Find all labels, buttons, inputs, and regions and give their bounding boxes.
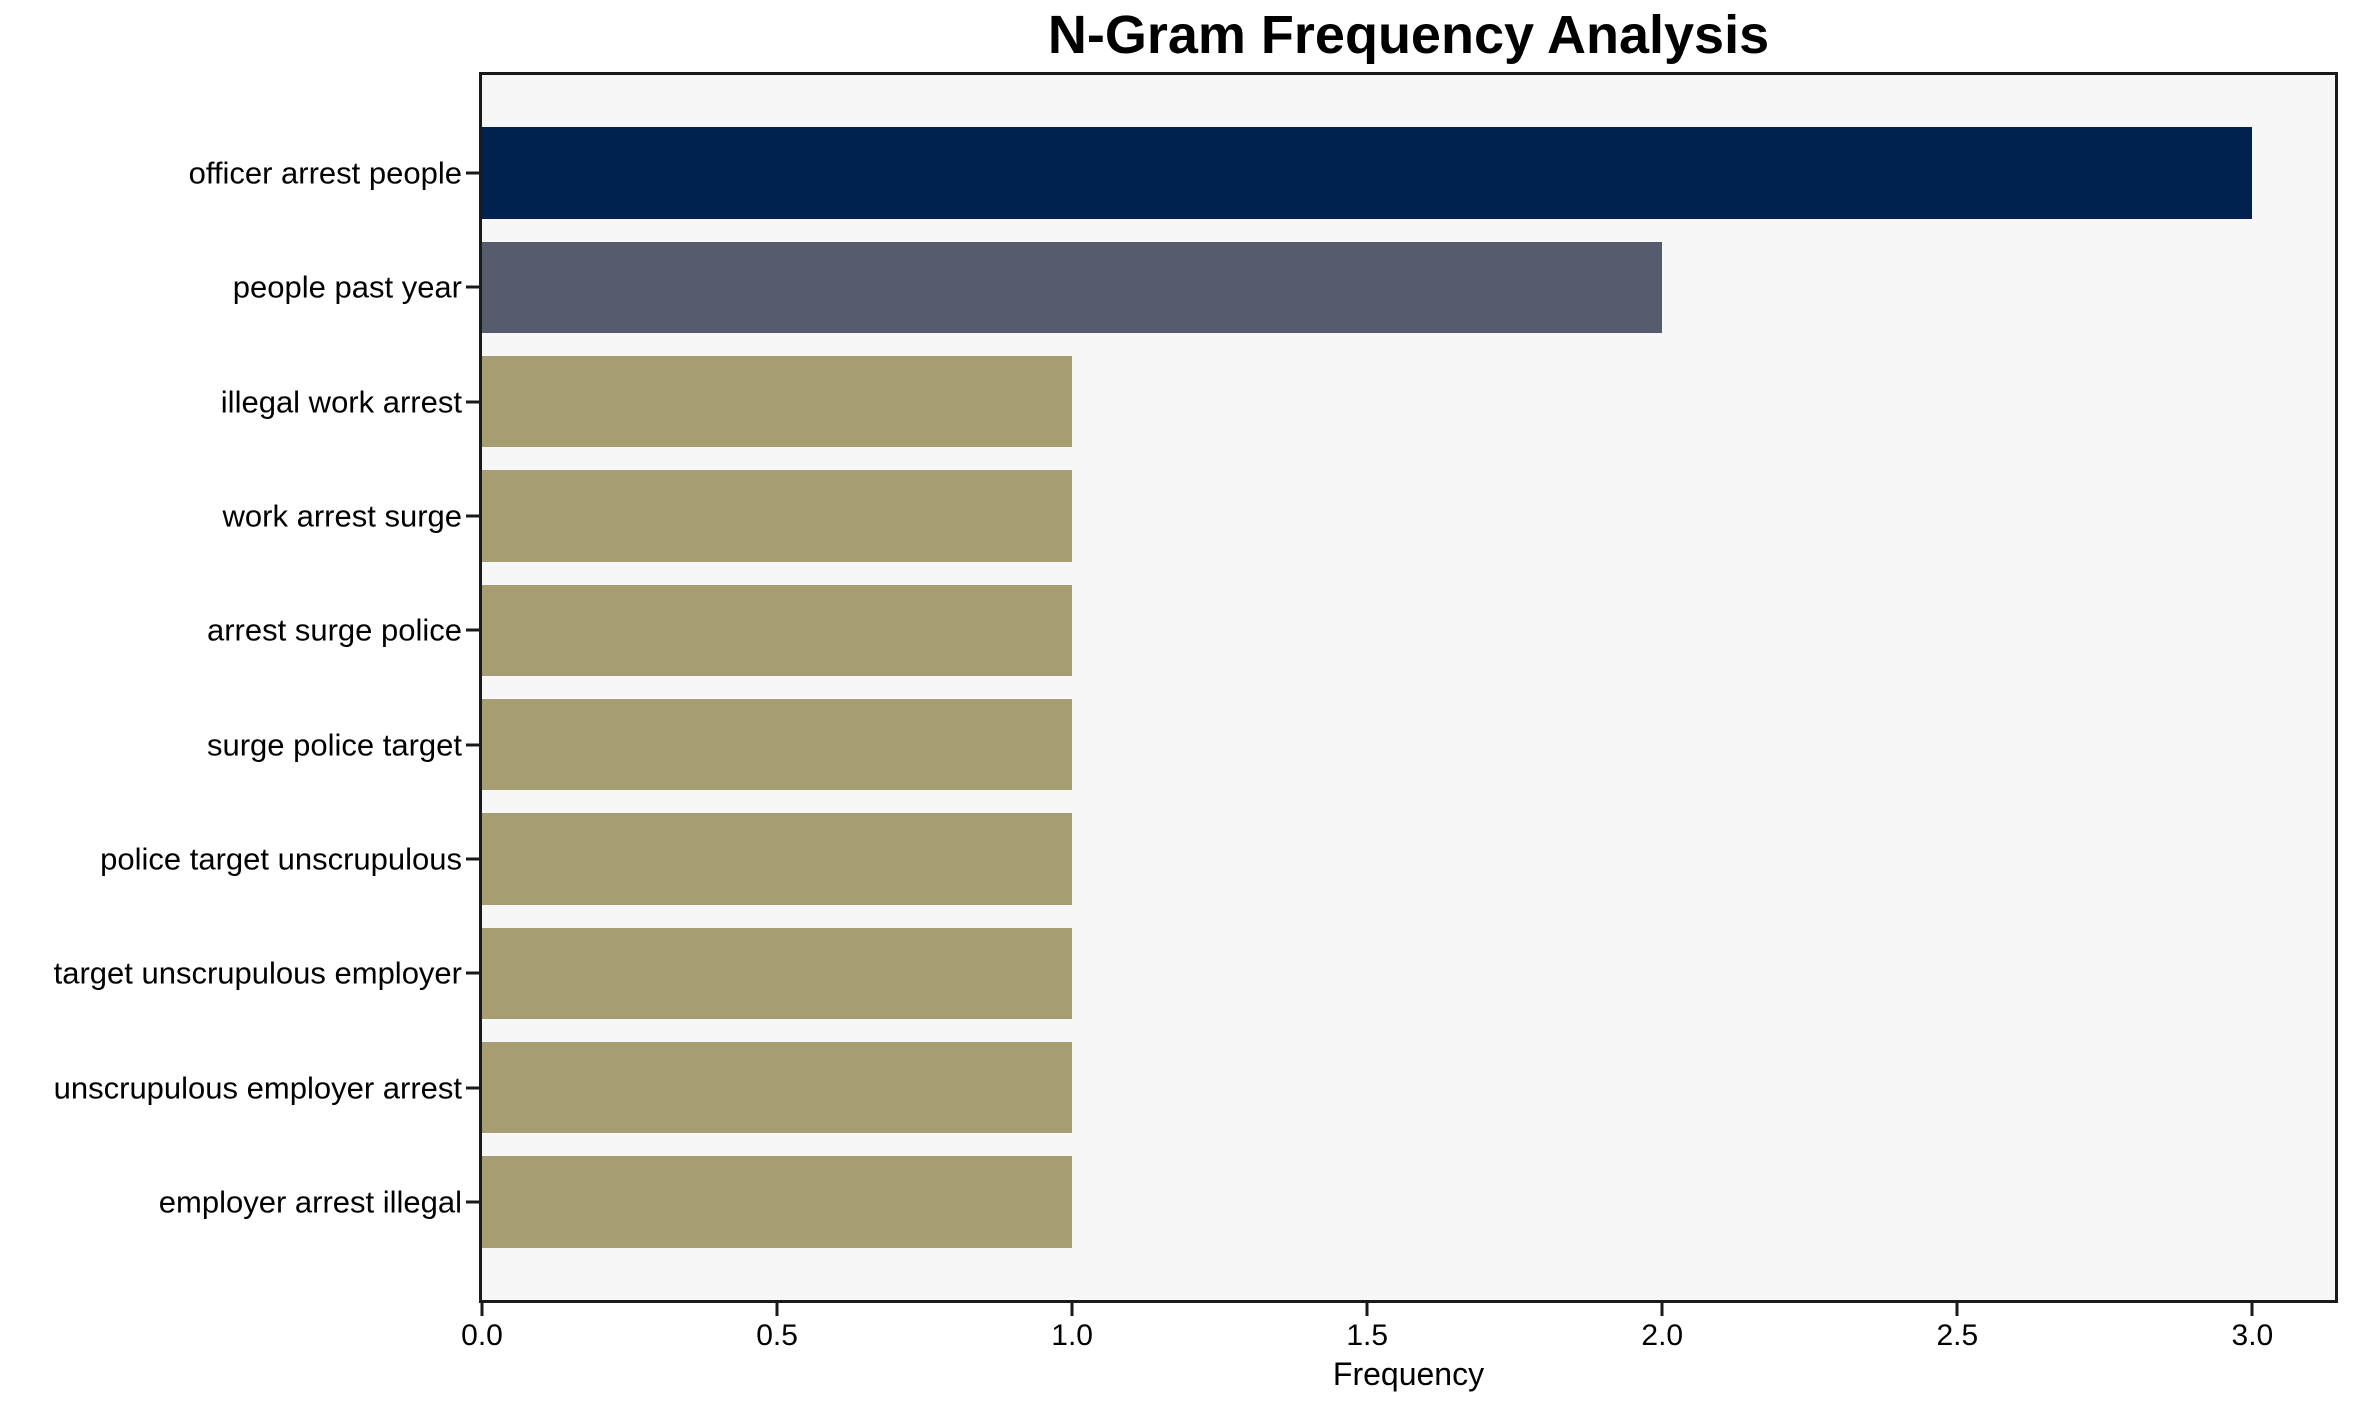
bar: [482, 355, 1073, 448]
x-tick-label: 2.0: [1641, 1319, 1684, 1352]
y-axis-tick: [466, 628, 479, 632]
y-axis-tick: [466, 400, 479, 404]
x-axis-tick: [1955, 1303, 1959, 1316]
y-tick-label: police target unscrupulous: [100, 841, 462, 877]
x-tick-label: 1.0: [1051, 1319, 1093, 1352]
plot-area: officer arrest people people past year ill…: [54, 72, 2338, 1351]
x-axis-tick: [1070, 1303, 1074, 1316]
x-tick-label: 0.0: [461, 1319, 503, 1352]
bar: [482, 241, 1663, 334]
bar: [482, 470, 1073, 562]
x-tick-label: 0.5: [756, 1319, 798, 1352]
x-axis-label: Frequency: [1332, 1356, 1485, 1392]
y-axis-tick: [466, 971, 479, 975]
bar: [482, 927, 1073, 1020]
bar: [482, 1156, 1073, 1248]
y-axis-tick: [466, 285, 479, 289]
y-tick-label: illegal work arrest: [220, 384, 462, 420]
x-axis-tick: [2250, 1303, 2254, 1316]
bar: [482, 698, 1073, 791]
bar: [482, 584, 1073, 677]
bar: [482, 127, 2253, 219]
y-axis-tick: [466, 743, 479, 747]
y-axis-tick: [466, 857, 479, 861]
y-axis-tick: [466, 1086, 479, 1090]
bar: [482, 813, 1073, 905]
x-tick-label: 3.0: [2231, 1319, 2274, 1352]
chart-title: N-Gram Frequency Analysis: [1047, 5, 1770, 65]
y-tick-label: arrest surge police: [206, 612, 462, 648]
y-axis-tick: [466, 514, 479, 518]
x-tick-label: 2.5: [1936, 1319, 1979, 1352]
y-axis-tick: [466, 171, 479, 175]
x-axis-tick: [1660, 1303, 1664, 1316]
x-tick-label: 1.5: [1346, 1319, 1389, 1352]
y-tick-label: work arrest surge: [222, 498, 462, 534]
bar: [482, 1041, 1073, 1134]
x-axis-tick: [775, 1303, 779, 1316]
y-tick-label: people past year: [232, 269, 462, 305]
y-tick-label: officer arrest people: [188, 155, 462, 191]
y-axis-tick: [466, 1200, 479, 1204]
x-axis-tick: [480, 1303, 484, 1316]
y-tick-label: unscrupulous employer arrest: [53, 1070, 462, 1106]
x-axis-tick: [1365, 1303, 1369, 1316]
y-tick-label: surge police target: [206, 727, 462, 763]
y-tick-label: target unscrupulous employer: [53, 955, 462, 991]
y-tick-label: employer arrest illegal: [158, 1184, 462, 1220]
